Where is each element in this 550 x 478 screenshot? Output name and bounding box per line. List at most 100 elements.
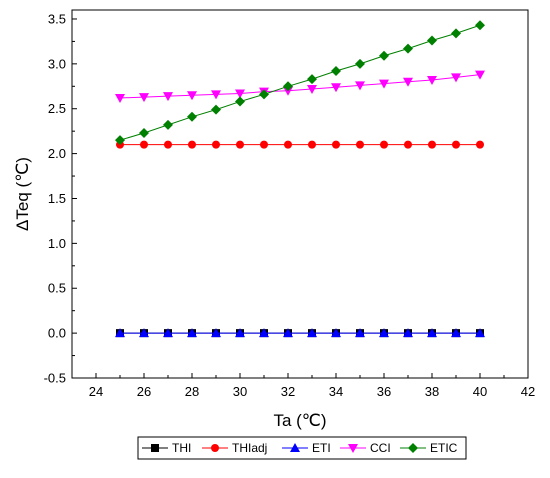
data-point [428, 140, 436, 149]
x-tick-label: 38 [425, 384, 439, 399]
legend-marker [408, 443, 418, 453]
series-thiadj [116, 140, 484, 149]
data-point [211, 328, 221, 338]
data-point [427, 328, 437, 338]
data-point [283, 328, 293, 338]
data-point [355, 58, 365, 69]
data-point [163, 119, 173, 130]
data-point [427, 76, 437, 86]
x-tick-label: 36 [377, 384, 391, 399]
x-axis-title: Ta (℃) [273, 411, 326, 430]
data-point [163, 328, 173, 338]
data-point [475, 328, 485, 338]
series-line [119, 24, 481, 141]
data-point [283, 81, 293, 92]
series-line [119, 74, 481, 99]
x-tick-label: 24 [89, 384, 103, 399]
legend-item: CCI [340, 441, 391, 455]
data-point [188, 140, 196, 149]
data-point [139, 127, 149, 138]
plot-frame [71, 9, 529, 379]
data-point [235, 328, 245, 338]
data-point [236, 140, 244, 149]
data-point [211, 90, 221, 100]
x-tick-label: 32 [281, 384, 295, 399]
x-tick-label: 28 [185, 384, 199, 399]
x-tick-label: 30 [233, 384, 247, 399]
data-point [379, 79, 389, 89]
y-tick-label: 3.5 [48, 11, 66, 26]
legend-label: THI [172, 441, 191, 455]
data-point [355, 81, 365, 91]
data-point [451, 73, 461, 83]
chart-series [115, 20, 485, 338]
data-point [307, 74, 317, 85]
data-point [331, 83, 341, 93]
data-point [331, 328, 341, 338]
legend-marker [348, 444, 358, 453]
data-point [380, 140, 388, 149]
axis-tick-labels: 24 26 28 30 32 34 36 38 40 42 -0.5 0.0 0.5 1.0 1.5 2.0 2… [44, 11, 536, 399]
legend-label: ETI [312, 441, 331, 455]
data-point [164, 140, 172, 149]
data-point [187, 91, 197, 101]
legend-item: ETIC [400, 441, 458, 455]
data-point [260, 140, 268, 149]
data-point [235, 89, 245, 99]
data-point [427, 35, 437, 46]
data-point [403, 77, 413, 87]
data-point [475, 70, 485, 80]
data-point [476, 140, 484, 149]
data-point [379, 50, 389, 61]
data-point [451, 28, 461, 39]
data-point [403, 328, 413, 338]
legend-label: CCI [370, 441, 391, 455]
x-tick-label: 26 [137, 384, 151, 399]
data-point [404, 140, 412, 149]
series-eti [115, 328, 485, 338]
data-point [355, 328, 365, 338]
data-point [259, 89, 269, 100]
data-point [452, 140, 460, 149]
data-point [379, 328, 389, 338]
data-point [163, 92, 173, 102]
data-point [403, 43, 413, 54]
data-point [187, 328, 197, 338]
data-point [115, 93, 125, 103]
x-tick-label: 42 [521, 384, 535, 399]
x-tick-label: 40 [473, 384, 487, 399]
data-point [115, 328, 125, 338]
data-point [332, 140, 340, 149]
y-tick-label: 3.0 [48, 56, 66, 71]
y-axis-title: ΔTeq (℃) [13, 157, 32, 231]
y-tick-label: 0.0 [48, 326, 66, 341]
legend-item: ETI [282, 441, 331, 455]
data-point [211, 104, 221, 115]
data-point [139, 93, 149, 103]
axis-ticks [71, 18, 529, 379]
data-point [451, 328, 461, 338]
data-point [139, 328, 149, 338]
y-tick-label: 1.5 [48, 191, 66, 206]
y-tick-label: 2.0 [48, 146, 66, 161]
data-point [307, 328, 317, 338]
legend-label: ETIC [430, 441, 458, 455]
legend-marker [151, 444, 159, 452]
plot-area [71, 9, 529, 379]
data-point [308, 140, 316, 149]
y-tick-label: 2.5 [48, 101, 66, 116]
y-tick-label: -0.5 [44, 371, 66, 386]
data-point [284, 140, 292, 149]
legend-marker [211, 444, 219, 452]
series-etic [115, 20, 485, 146]
y-tick-label: 0.5 [48, 281, 66, 296]
legend-item: THI [142, 441, 191, 455]
data-point [187, 111, 197, 122]
legend-marker [290, 443, 300, 452]
legend-label: THIadj [232, 441, 267, 455]
legend-item: THIadj [202, 441, 267, 455]
x-tick-label: 34 [329, 384, 343, 399]
data-point [331, 66, 341, 77]
data-point [356, 140, 364, 149]
